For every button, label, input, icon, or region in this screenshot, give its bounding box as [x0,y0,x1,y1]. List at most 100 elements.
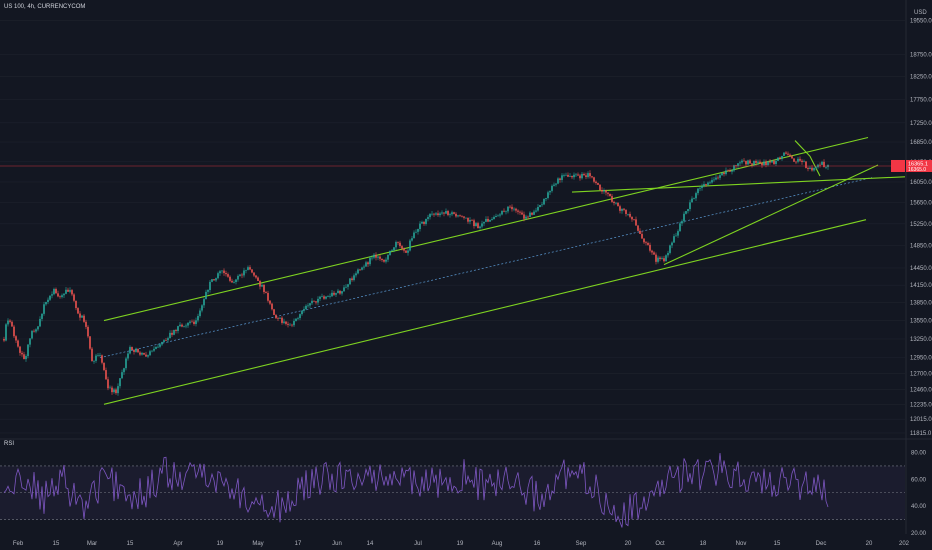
candle-body [615,202,617,204]
channel-upper-line[interactable] [103,136,869,322]
candle-body [215,278,217,281]
candle-body [493,216,495,220]
candle-body [25,356,27,360]
candle-body [627,213,629,215]
rsi-tick-label: 60.00 [911,477,927,483]
candle-body [729,170,731,172]
candle-body [625,209,627,214]
candle-body [433,213,435,215]
candle-body [71,290,73,295]
candle-body [29,338,31,345]
candle-body [501,210,503,215]
candle-body [543,198,545,205]
time-tick-label: 202 [899,541,910,547]
candle-body [447,211,449,216]
resistance-trendline[interactable] [571,176,906,193]
candle-body [793,158,795,162]
time-tick-label: 19 [217,541,224,547]
candle-body [339,290,341,294]
support-trendline[interactable] [663,164,879,266]
candle-body [21,352,23,355]
candle-body [273,309,275,315]
candle-body [385,259,387,262]
time-tick-label: May [252,541,263,547]
drawing-layer[interactable] [99,136,906,405]
rsi-tick-label: 40.00 [911,504,927,510]
candle-body [761,163,763,166]
bar-countdown-tag [891,159,905,172]
candle-body [805,161,807,168]
rsi-pane-label[interactable]: RSI [4,441,15,447]
candle-body [395,242,397,248]
candle-body [407,250,409,253]
candle-body [409,240,411,251]
candle-body [503,210,505,212]
candle-body [611,196,613,202]
candle-body [17,340,19,347]
candle-body [167,338,169,341]
candle-body [13,326,15,337]
candle-body [707,182,709,185]
candle-body [431,213,433,215]
candle-body [313,300,315,302]
candle-body [169,332,171,339]
top-pattern-line[interactable] [794,140,821,177]
candle-body [321,296,323,298]
candle-body [55,288,57,294]
candle-body [695,193,697,199]
candle-body [523,214,525,219]
candle-body [239,274,241,276]
candle-body [619,206,621,211]
candle-body [7,320,9,325]
candle-body [553,184,555,186]
candle-body [521,212,523,215]
candle-body [325,296,327,299]
candle-body [209,281,211,290]
candle-body [387,255,389,260]
channel-lower-line[interactable] [103,219,867,405]
candle-body [303,309,305,311]
candle-body [755,160,757,163]
candle-body [751,163,753,165]
candle-body [33,330,35,332]
candle-body [179,324,181,327]
channel-midline[interactable] [99,177,873,359]
candle-body [769,161,771,163]
candle-body [671,242,673,246]
price-tick-label: 18750.0 [910,53,932,59]
candle-body [145,354,147,357]
candle-body [341,291,343,294]
time-tick-label: 14 [367,541,374,547]
candle-body [369,257,371,265]
candle-body [459,215,461,217]
price-tick-label: 12015.0 [910,417,932,423]
candle-body [633,219,635,221]
candle-body [245,269,247,271]
candle-body [685,211,687,214]
candle-body [537,207,539,211]
time-tick-label: Nov [736,541,747,547]
candle-body [27,344,29,357]
candle-body [333,292,335,295]
price-tick-label: 19550.0 [910,18,932,24]
time-tick-label: 15 [774,541,781,547]
candle-body [569,175,571,177]
candle-body [479,226,481,229]
candle-body [383,260,385,262]
price-grid [0,19,905,434]
candle-body [557,178,559,184]
rsi-tick-label: 80.00 [911,451,927,457]
candle-body [65,289,67,294]
candle-body [725,170,727,175]
candle-body [85,321,87,327]
price-tick-label: 14450.0 [910,266,932,272]
candle-body [129,347,131,354]
candle-body [289,324,291,326]
candle-body [425,218,427,224]
symbol-legend[interactable]: US 100, 4h, CURRENCYCOM [4,4,86,10]
candle-body [517,210,519,212]
candle-body [59,296,61,298]
candle-body [453,212,455,214]
candle-body [645,242,647,244]
